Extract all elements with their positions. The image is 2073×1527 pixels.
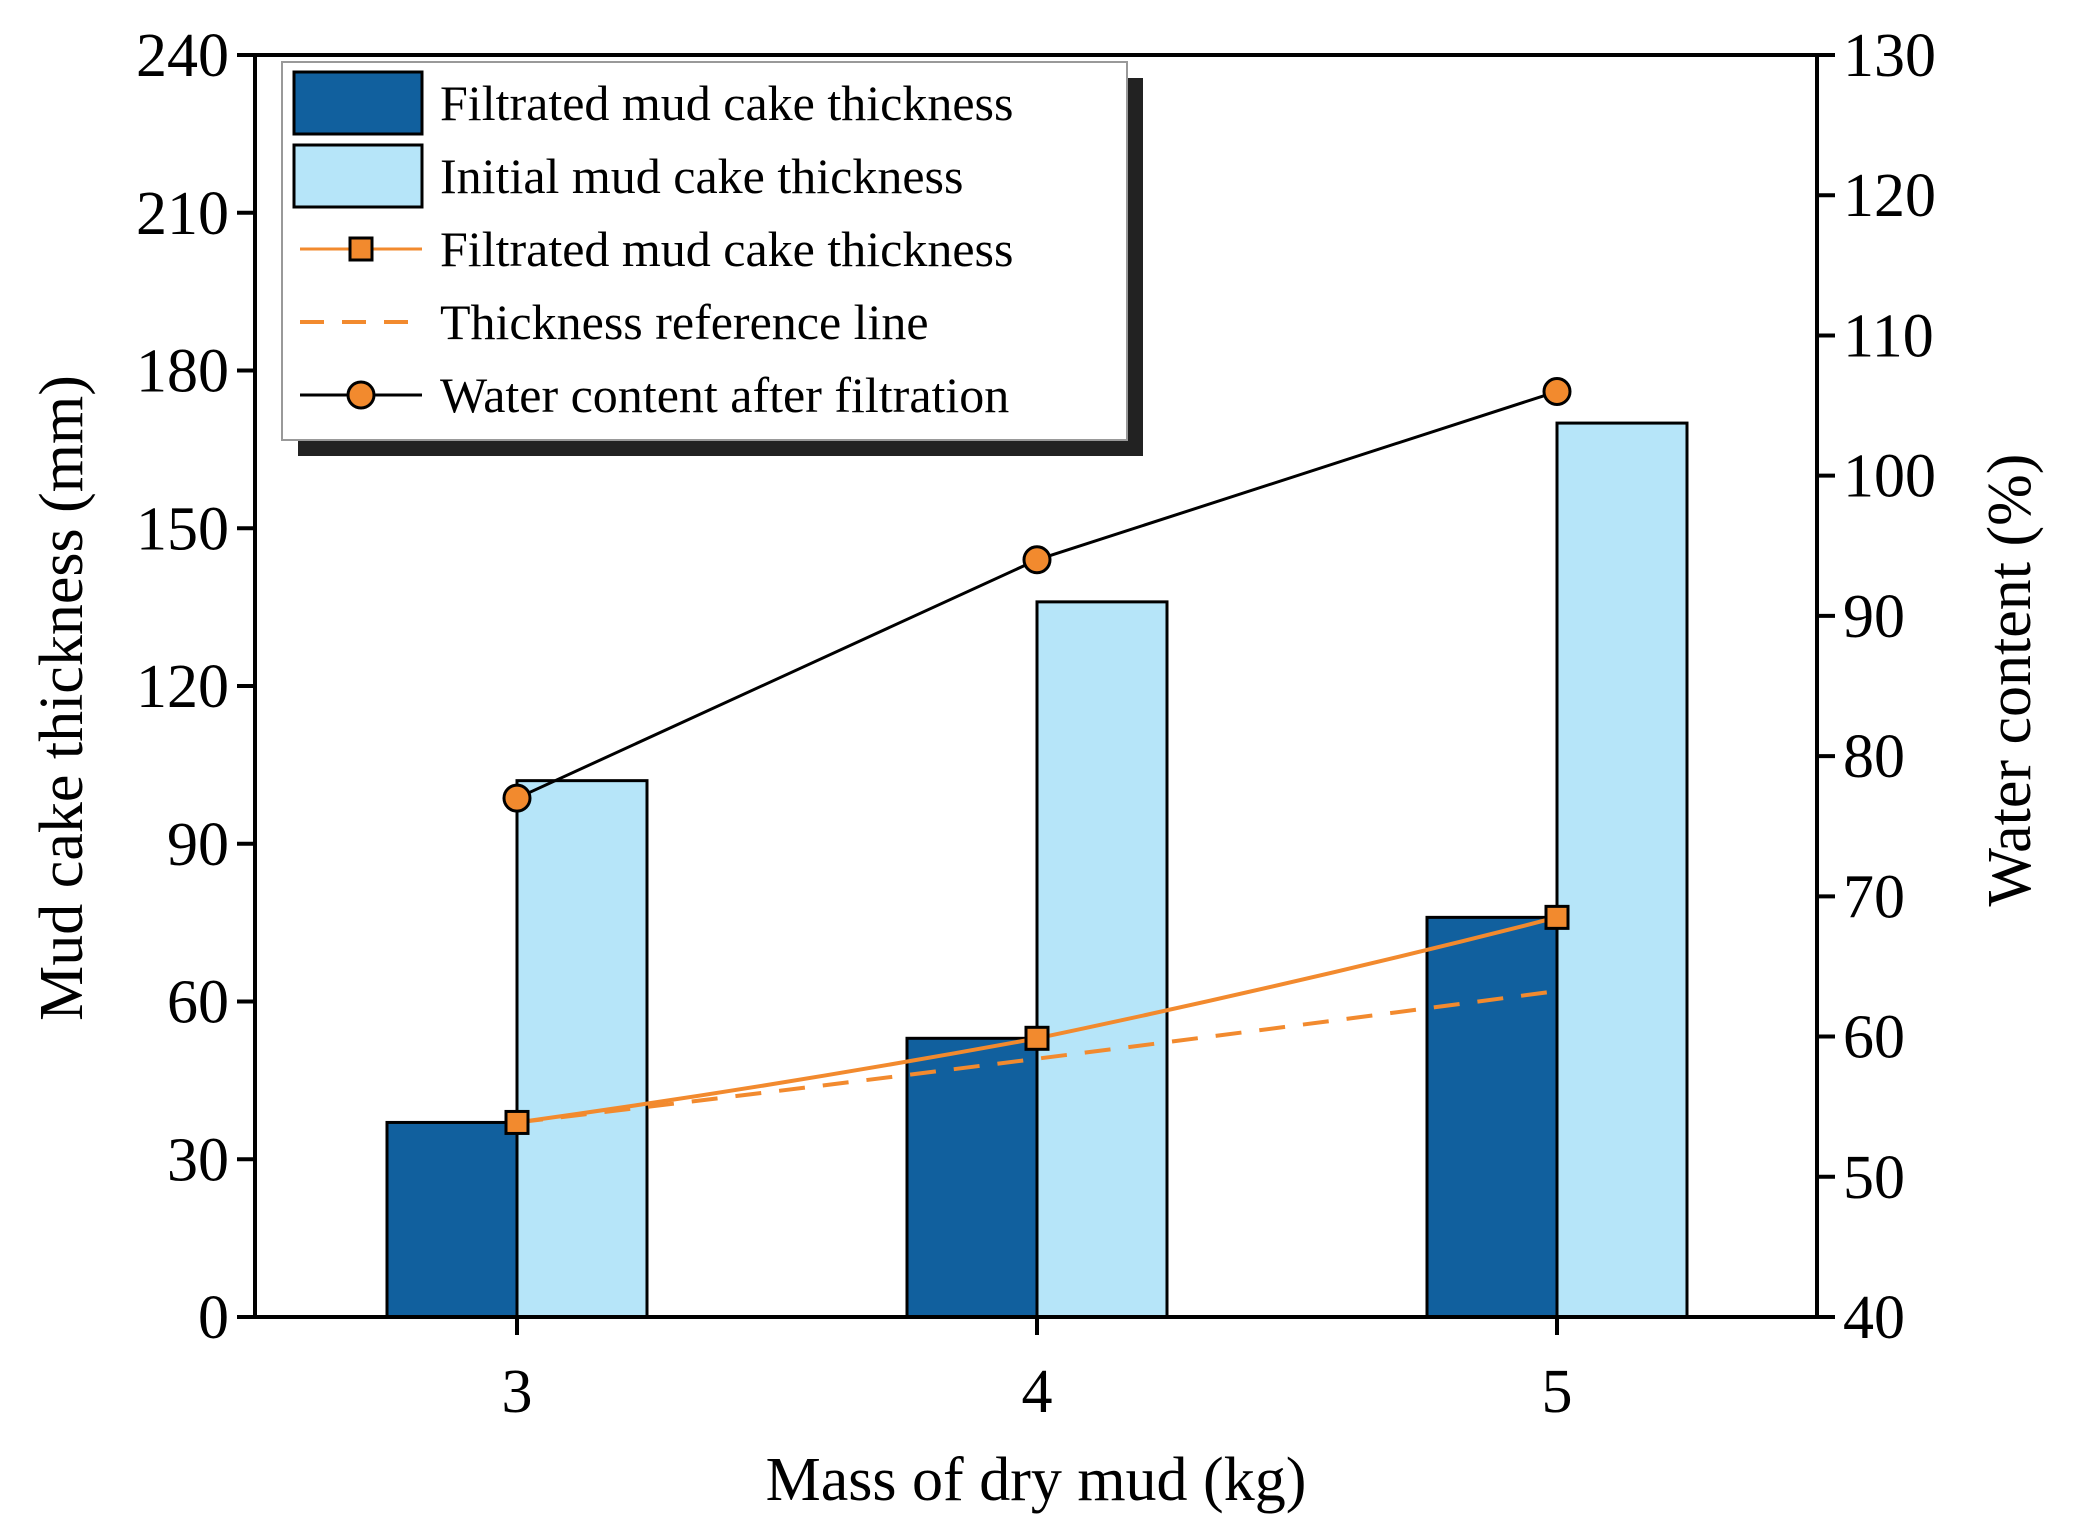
bar-filtrated-5 — [1425, 915, 1559, 1319]
y2-tick-label-70: 70 — [1843, 863, 1905, 931]
bar-filtrated-4 — [905, 1036, 1039, 1319]
y2-tick-label-130: 130 — [1843, 22, 1936, 90]
filtrated-thickness-marker-5 — [1544, 904, 1570, 930]
y-axis-title: Mud cake thickness (mm) — [28, 375, 96, 1021]
legend-label-4: Water content after filtration — [440, 367, 1009, 423]
y-tick-label-60: 60 — [167, 969, 229, 1037]
bar-filtrated-3 — [385, 1120, 519, 1319]
y2-tick-label-100: 100 — [1843, 443, 1936, 511]
axes-layer: 0 30 60 90 120 150 180 210 240 40 50 60 70 80 90 100 110… — [28, 22, 2044, 1514]
water-content-marker-3 — [502, 783, 532, 813]
x-axis-title: Mass of dry mud (kg) — [766, 1446, 1307, 1514]
legend-label-1: Initial mud cake thickness — [440, 148, 963, 204]
lines-layer — [502, 377, 1572, 1135]
legend-label-0: Filtrated mud cake thickness — [440, 75, 1013, 131]
x-tick-label-4: 4 — [1022, 1358, 1053, 1426]
bar-initial-4 — [1035, 600, 1169, 1319]
y2-tick-label-60: 60 — [1843, 1004, 1905, 1072]
filtrated-thickness-marker-3 — [504, 1109, 530, 1135]
y2-tick-label-40: 40 — [1843, 1284, 1905, 1352]
legend-swatch-1 — [292, 143, 424, 209]
bars-layer — [385, 421, 1689, 1319]
legend-marker-4 — [346, 380, 376, 410]
y2-axis-title: Water content (%) — [1976, 454, 2044, 907]
y-tick-label-90: 90 — [167, 811, 229, 879]
bar-initial-3 — [515, 779, 649, 1319]
y-tick-label-150: 150 — [136, 495, 229, 563]
y-tick-label-120: 120 — [136, 653, 229, 721]
legend: Filtrated mud cake thickness Initial mud … — [281, 61, 1143, 456]
legend-marker-2 — [348, 236, 374, 262]
y2-tick-label-50: 50 — [1843, 1144, 1905, 1212]
y2-tick-label-80: 80 — [1843, 723, 1905, 791]
x-tick-label-3: 3 — [502, 1358, 533, 1426]
water-content-marker-5 — [1542, 377, 1572, 407]
reference-dashed-line — [516, 989, 1558, 1125]
legend-swatch-0 — [292, 70, 424, 136]
legend-label-3: Thickness reference line — [440, 294, 929, 350]
water-content-marker-4 — [1022, 545, 1052, 575]
y2-tick-label-110: 110 — [1843, 302, 1934, 370]
filtrated-thickness-marker-4 — [1024, 1025, 1050, 1051]
y2-tick-label-90: 90 — [1843, 583, 1905, 651]
y-tick-label-240: 240 — [136, 22, 229, 90]
y-tick-label-30: 30 — [167, 1126, 229, 1194]
y-tick-label-210: 210 — [136, 180, 229, 248]
bar-initial-5 — [1555, 421, 1689, 1319]
x-tick-label-5: 5 — [1542, 1358, 1573, 1426]
y2-tick-label-120: 120 — [1843, 162, 1936, 230]
y-tick-label-180: 180 — [136, 338, 229, 406]
y-tick-label-0: 0 — [198, 1284, 229, 1352]
legend-label-2: Filtrated mud cake thickness — [440, 221, 1013, 277]
